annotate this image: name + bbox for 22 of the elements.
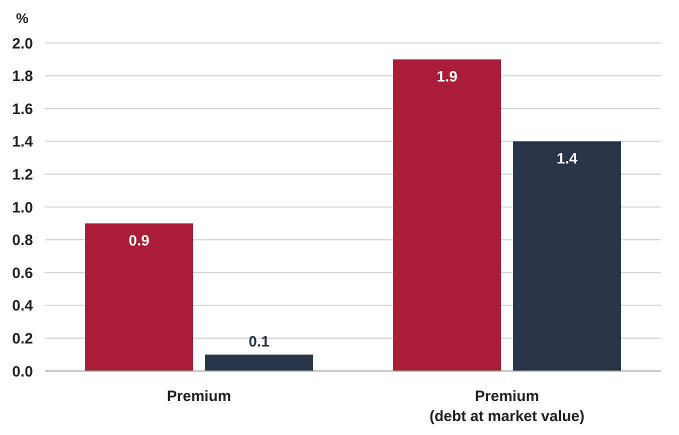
y-tick-label: 1.0 [12, 199, 33, 216]
y-tick-label: 0.8 [12, 232, 33, 250]
data-label: 0.9 [128, 232, 150, 250]
x-tick-label: Premium [166, 388, 232, 405]
x-tick-label: Premium (debt at market value) [429, 388, 585, 425]
y-tick-label: 0.2 [12, 330, 33, 348]
y-tick-label: 1.6 [12, 100, 33, 118]
bar [393, 59, 502, 371]
y-tick-label: 2.0 [12, 35, 33, 52]
bar [205, 354, 314, 371]
y-tick-label: 0.4 [12, 298, 34, 315]
bar [513, 141, 622, 371]
y-axis-title: % [16, 10, 29, 26]
data-label: 1.4 [556, 150, 578, 168]
y-tick-label: 1.4 [12, 134, 34, 151]
bar [85, 223, 194, 371]
y-tick-label: 0.0 [12, 363, 33, 380]
y-tick-label: 1.2 [12, 166, 33, 184]
y-tick-label: 1.8 [12, 68, 33, 86]
data-label: 0.1 [248, 334, 270, 351]
y-tick-label: 0.6 [12, 264, 33, 282]
data-label: 1.9 [436, 68, 458, 86]
